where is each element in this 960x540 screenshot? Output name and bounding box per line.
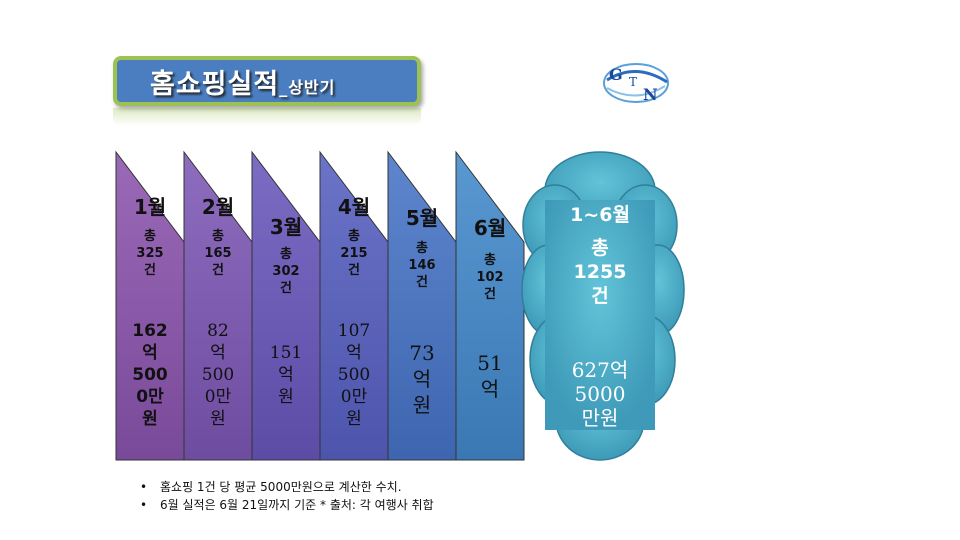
page-title: 홈쇼핑실적_상반기 [150, 62, 335, 101]
month-total-1: 총 325 건 [136, 229, 164, 278]
summary-total: 총 1255 건 [573, 237, 627, 307]
month-amount-2: 82 억 500 0만 원 [201, 321, 235, 429]
logo-letter-t: T [629, 75, 637, 89]
summary-cloud [521, 151, 685, 461]
month-amount-5: 73 억 원 [409, 341, 435, 417]
chevron-6 [455, 150, 525, 461]
month-total-6: 총 102 건 [476, 253, 504, 302]
summary-amount: 627억 5000 만원 [571, 358, 629, 430]
month-total-4: 총 215 건 [340, 229, 368, 278]
month-label-5: 5월 [405, 206, 439, 230]
title-main-text: 홈쇼핑실적 [150, 69, 280, 100]
month-total-3: 총 302 건 [272, 247, 300, 296]
month-label-4: 4월 [337, 195, 371, 219]
month-amount-6: 51 억 [477, 351, 503, 401]
month-total-5: 총 146 건 [408, 241, 436, 290]
chevron-3 [251, 150, 321, 461]
month-label-2: 2월 [201, 195, 235, 219]
title-subtitle: 상반기 [288, 78, 336, 97]
logo-letter-n: N [643, 85, 658, 104]
title-banner [113, 56, 421, 106]
gtn-logo: G T N [603, 63, 669, 104]
title-reflection [113, 108, 421, 126]
month-label-1: 1월 [133, 195, 167, 219]
summary-label: 1~6월 [570, 204, 630, 226]
footnotes: 홈쇼핑 1건 당 평균 5000만원으로 계산한 수치. 6월 실적은 6월 2… [140, 478, 434, 514]
month-amount-1: 162 억 500 0만 원 [132, 321, 168, 429]
month-label-3: 3월 [269, 215, 303, 239]
logo-letter-g: G [609, 65, 623, 84]
footnote-2: 6월 실적은 6월 21일까지 기준 * 출처: 각 여행사 취합 [140, 496, 434, 514]
month-total-2: 총 165 건 [204, 229, 232, 278]
month-label-6: 6월 [473, 216, 507, 240]
footnote-1: 홈쇼핑 1건 당 평균 5000만원으로 계산한 수치. [140, 478, 434, 496]
title-separator: _ [279, 78, 289, 97]
month-amount-4: 107 억 500 0만 원 [337, 321, 371, 429]
month-amount-3: 151 억 원 [269, 343, 303, 407]
